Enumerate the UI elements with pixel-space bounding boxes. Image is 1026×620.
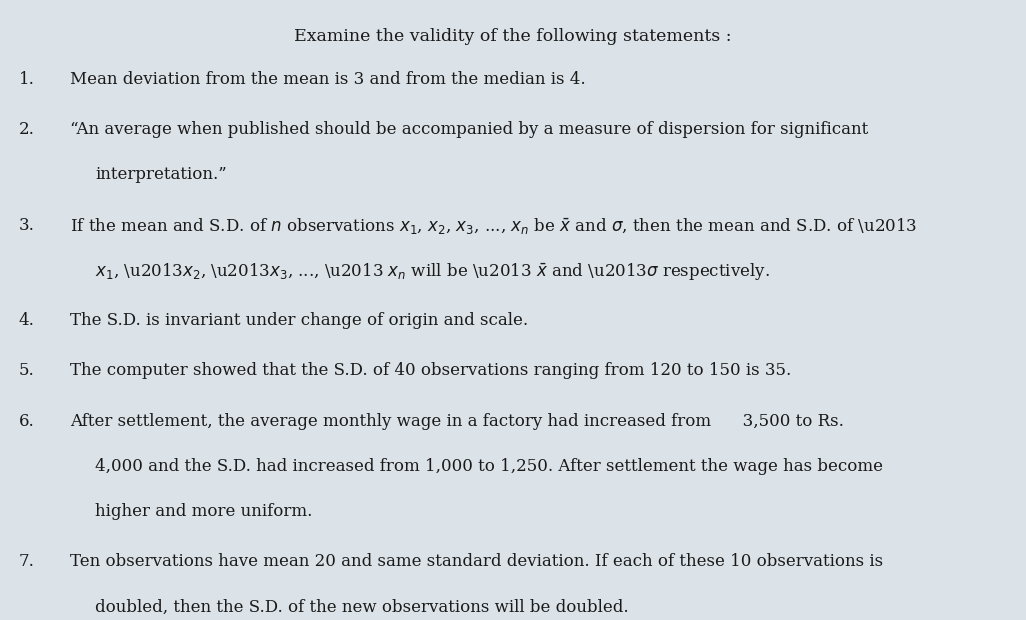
- Text: 5.: 5.: [18, 362, 34, 379]
- Text: 2.: 2.: [18, 121, 34, 138]
- Text: 4.: 4.: [18, 312, 34, 329]
- Text: 6.: 6.: [18, 412, 34, 430]
- Text: 4,000 and the S.D. had increased from 1,000 to 1,250. After settlement the wage : 4,000 and the S.D. had increased from 1,…: [95, 458, 883, 475]
- Text: higher and more uniform.: higher and more uniform.: [95, 503, 313, 520]
- Text: If the mean and S.D. of $n$ observations $x_1$, $x_2$, $x_3$, ..., $x_n$ be $\ba: If the mean and S.D. of $n$ observations…: [70, 216, 917, 237]
- Text: “An average when published should be accompanied by a measure of dispersion for : “An average when published should be acc…: [70, 121, 868, 138]
- Text: Ten observations have mean 20 and same standard deviation. If each of these 10 o: Ten observations have mean 20 and same s…: [70, 553, 883, 570]
- Text: doubled, then the S.D. of the new observations will be doubled.: doubled, then the S.D. of the new observ…: [95, 598, 629, 616]
- Text: The S.D. is invariant under change of origin and scale.: The S.D. is invariant under change of or…: [70, 312, 528, 329]
- Text: Examine the validity of the following statements :: Examine the validity of the following st…: [294, 28, 732, 45]
- Text: 7.: 7.: [18, 553, 34, 570]
- Text: After settlement, the average monthly wage in a factory had increased from      : After settlement, the average monthly wa…: [70, 412, 843, 430]
- Text: interpretation.”: interpretation.”: [95, 166, 227, 184]
- Text: $x_1$, \u2013$x_2$, \u2013$x_3$, ..., \u2013 $x_n$ will be \u2013 $\bar{x}$ and : $x_1$, \u2013$x_2$, \u2013$x_3$, ..., \u…: [95, 262, 771, 283]
- Text: 3.: 3.: [18, 216, 34, 234]
- Text: Mean deviation from the mean is 3 and from the median is 4.: Mean deviation from the mean is 3 and fr…: [70, 71, 586, 88]
- Text: The computer showed that the S.D. of 40 observations ranging from 120 to 150 is : The computer showed that the S.D. of 40 …: [70, 362, 791, 379]
- Text: 1.: 1.: [18, 71, 34, 88]
